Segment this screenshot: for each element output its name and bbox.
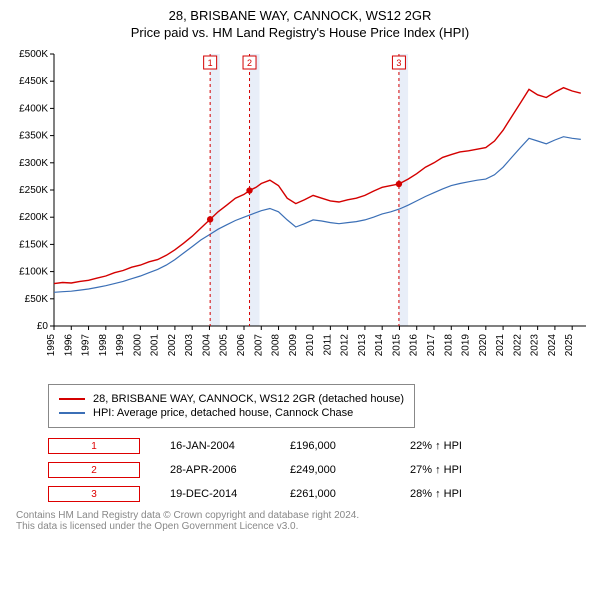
attribution-footer: Contains HM Land Registry data © Crown c… [16,510,592,532]
svg-text:2014: 2014 [374,334,385,357]
svg-text:1996: 1996 [63,334,74,357]
svg-text:2011: 2011 [322,334,333,356]
svg-text:£250K: £250K [19,185,48,196]
svg-text:2008: 2008 [271,334,282,357]
title-line-1: 28, BRISBANE WAY, CANNOCK, WS12 2GR [8,8,592,23]
svg-text:1995: 1995 [46,334,57,357]
svg-text:2025: 2025 [564,334,575,357]
svg-text:2017: 2017 [426,334,437,357]
sale-date: 19-DEC-2014 [170,488,260,500]
sale-delta: 27% ↑ HPI [410,464,500,476]
legend-label: HPI: Average price, detached house, Cann… [93,407,353,419]
title-line-2: Price paid vs. HM Land Registry's House … [8,25,592,40]
svg-text:2015: 2015 [391,334,402,357]
svg-text:2024: 2024 [547,334,558,357]
svg-text:3: 3 [396,58,401,68]
sale-delta: 22% ↑ HPI [410,440,500,452]
sale-date: 28-APR-2006 [170,464,260,476]
legend-item: HPI: Average price, detached house, Cann… [59,407,404,419]
legend-swatch [59,412,85,414]
sale-marker-icon: 2 [48,462,140,478]
svg-text:£100K: £100K [19,267,48,278]
svg-text:2012: 2012 [340,334,351,357]
svg-text:£350K: £350K [19,131,48,142]
svg-text:1998: 1998 [98,334,109,357]
sale-row: 2 28-APR-2006 £249,000 27% ↑ HPI [48,462,592,478]
sale-marker-icon: 3 [48,486,140,502]
svg-text:2005: 2005 [219,334,230,357]
svg-text:2007: 2007 [253,334,264,357]
svg-text:£500K: £500K [19,49,48,60]
svg-text:2020: 2020 [478,334,489,357]
svg-text:£300K: £300K [19,158,48,169]
svg-text:2000: 2000 [132,334,143,357]
svg-text:2021: 2021 [495,334,506,357]
svg-text:2: 2 [247,58,252,68]
legend-swatch [59,398,85,400]
svg-text:£0: £0 [37,321,49,332]
sale-price: £249,000 [290,464,380,476]
svg-text:£50K: £50K [25,294,49,305]
svg-text:£400K: £400K [19,103,48,114]
svg-text:2001: 2001 [150,334,161,357]
svg-text:2004: 2004 [201,334,212,357]
svg-text:£450K: £450K [19,76,48,87]
chart-title-block: 28, BRISBANE WAY, CANNOCK, WS12 2GR Pric… [8,8,592,40]
price-chart: £0 £50K £100K £150K £200K £250K £300K £350K £400… [8,48,592,378]
sales-table: 1 16-JAN-2004 £196,000 22% ↑ HPI 2 28-AP… [48,438,592,502]
sale-price: £196,000 [290,440,380,452]
legend-label: 28, BRISBANE WAY, CANNOCK, WS12 2GR (det… [93,393,404,405]
svg-text:2010: 2010 [305,334,316,357]
svg-text:1: 1 [208,58,213,68]
sale-price: £261,000 [290,488,380,500]
svg-text:2009: 2009 [288,334,299,357]
sale-row: 3 19-DEC-2014 £261,000 28% ↑ HPI [48,486,592,502]
svg-text:£150K: £150K [19,239,48,250]
svg-text:1997: 1997 [81,334,92,357]
footer-line-1: Contains HM Land Registry data © Crown c… [16,510,592,521]
svg-text:2016: 2016 [409,334,420,357]
svg-text:£200K: £200K [19,212,48,223]
sale-date: 16-JAN-2004 [170,440,260,452]
svg-text:2013: 2013 [357,334,368,357]
svg-text:2003: 2003 [184,334,195,357]
svg-text:1999: 1999 [115,334,126,357]
svg-text:2006: 2006 [236,334,247,357]
legend-item: 28, BRISBANE WAY, CANNOCK, WS12 2GR (det… [59,393,404,405]
svg-text:2002: 2002 [167,334,178,357]
sale-row: 1 16-JAN-2004 £196,000 22% ↑ HPI [48,438,592,454]
svg-text:2019: 2019 [461,334,472,357]
chart-legend: 28, BRISBANE WAY, CANNOCK, WS12 2GR (det… [48,384,415,428]
sale-marker-icon: 1 [48,438,140,454]
svg-text:2023: 2023 [530,334,541,357]
sale-delta: 28% ↑ HPI [410,488,500,500]
footer-line-2: This data is licensed under the Open Gov… [16,521,592,532]
svg-text:2022: 2022 [512,334,523,357]
svg-text:2018: 2018 [443,334,454,357]
